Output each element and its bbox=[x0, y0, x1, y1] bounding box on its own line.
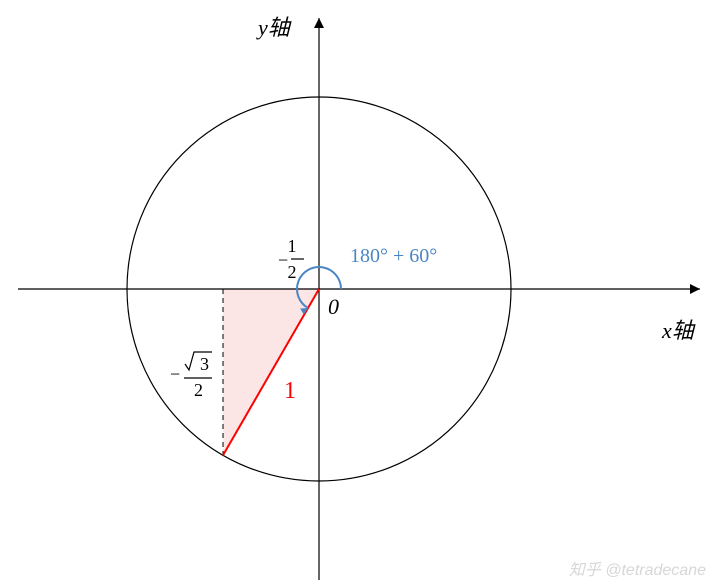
x-axis-arrow bbox=[690, 284, 700, 294]
sin-value-minus: − bbox=[170, 364, 180, 384]
angle-value-label: 180° + 60° bbox=[350, 245, 437, 267]
y-axis-label: y轴 bbox=[256, 15, 292, 40]
sin-value-num: 3 bbox=[200, 354, 209, 374]
radius-length-label: 1 bbox=[284, 378, 296, 404]
sin-value-den: 2 bbox=[194, 380, 203, 400]
unit-circle-diagram: x轴y轴0180° + 60°1−12−32 bbox=[0, 0, 720, 588]
origin-label: 0 bbox=[328, 294, 339, 319]
y-axis-arrow bbox=[314, 18, 324, 28]
cos-value-den: 2 bbox=[288, 262, 297, 282]
cos-value-num: 1 bbox=[288, 236, 297, 256]
x-axis-label: x轴 bbox=[661, 318, 696, 343]
